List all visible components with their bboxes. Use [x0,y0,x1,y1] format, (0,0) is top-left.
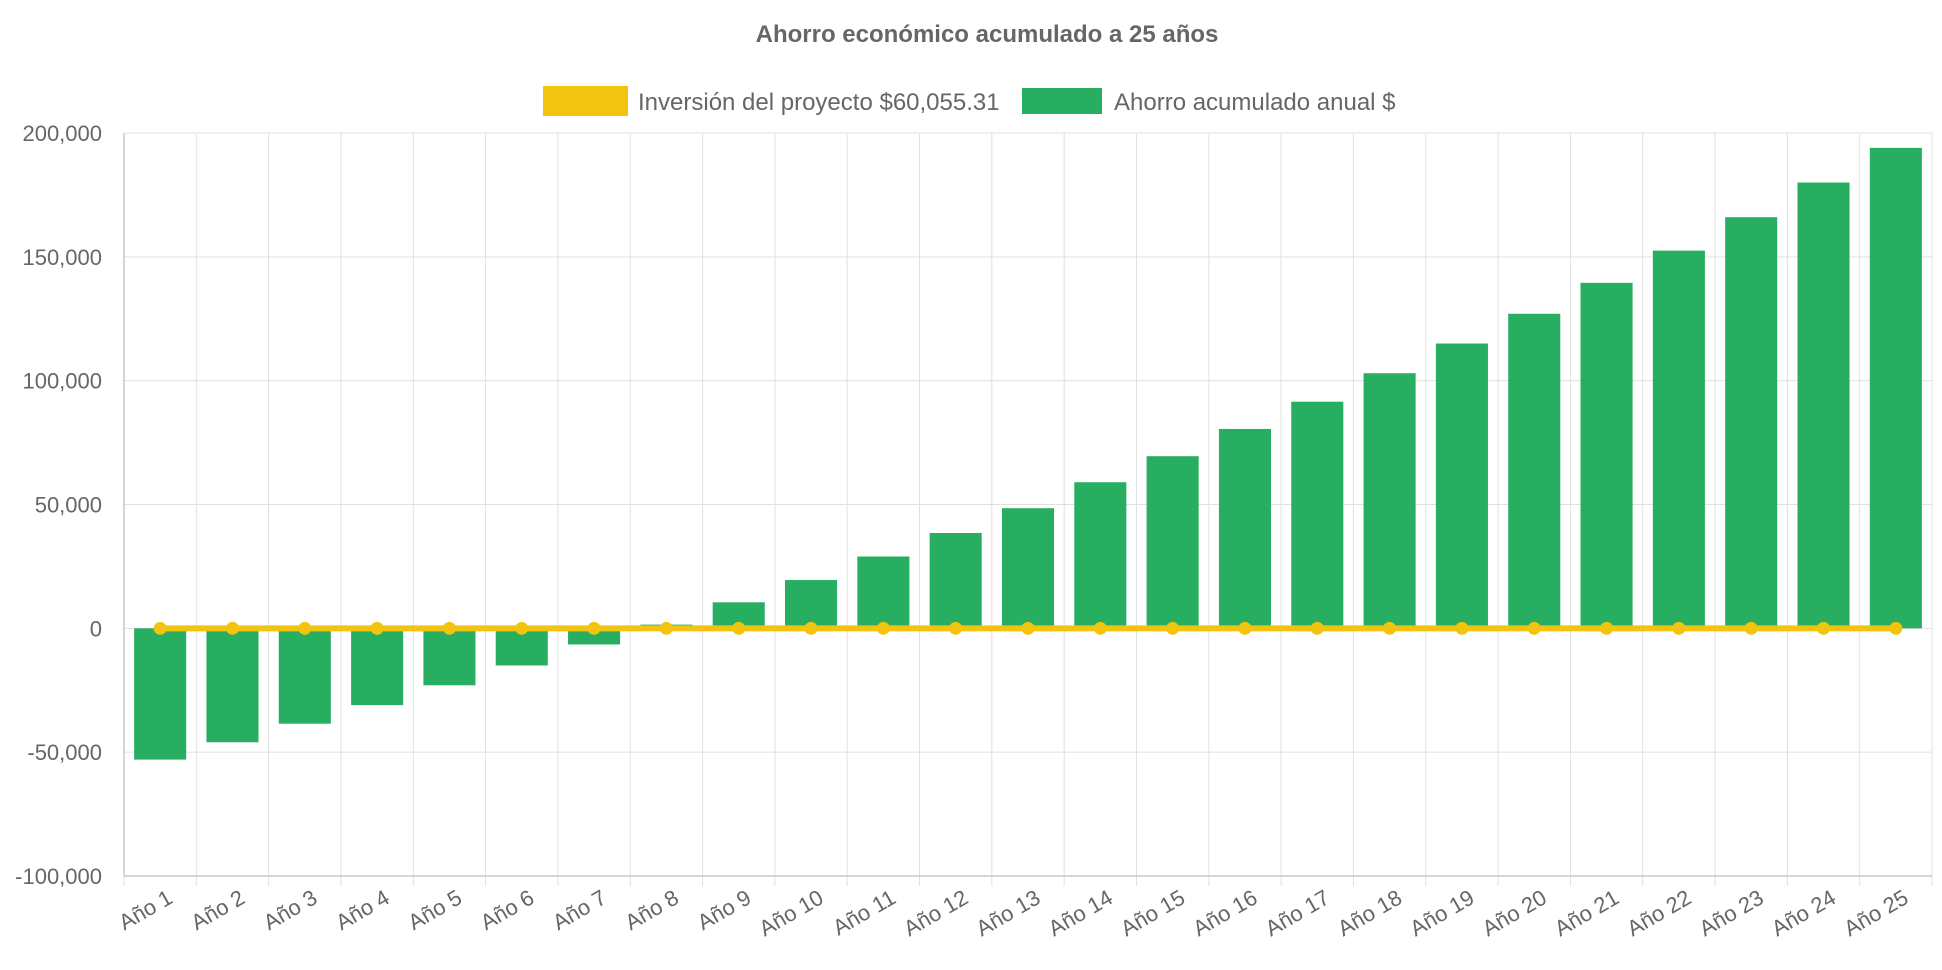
x-tick-label: Año 4 [331,885,393,935]
x-tick-label: Año 3 [259,885,321,935]
bar-25[interactable] [1869,147,1922,629]
bar-23[interactable] [1725,217,1778,629]
legend[interactable]: Inversión del proyecto $60,055.31 Ahorro… [543,86,1396,116]
y-tick-label: 100,000 [22,369,102,394]
investment-point-25[interactable] [1889,621,1903,635]
bar-12[interactable] [929,532,982,629]
bar-14[interactable] [1074,482,1127,629]
y-tick-label: 200,000 [22,121,102,146]
bar-1[interactable] [134,628,187,760]
bar-7[interactable] [568,628,621,645]
bar-10[interactable] [785,580,838,629]
y-tick-label: 50,000 [35,493,102,518]
x-tick-label: Año 20 [1478,885,1551,942]
investment-point-9[interactable] [732,621,746,635]
investment-point-15[interactable] [1166,621,1180,635]
x-tick-label: Año 19 [1406,885,1479,942]
investment-point-14[interactable] [1093,621,1107,635]
investment-point-2[interactable] [225,621,239,635]
bar-17[interactable] [1291,401,1344,629]
bar-3[interactable] [278,628,331,724]
bar-2[interactable] [206,628,259,743]
investment-point-12[interactable] [949,621,963,635]
x-tick-label: Año 17 [1261,885,1334,942]
x-tick-label: Año 22 [1622,885,1695,942]
investment-point-4[interactable] [370,621,384,635]
investment-point-24[interactable] [1817,621,1831,635]
investment-point-18[interactable] [1383,621,1397,635]
bar-5[interactable] [423,628,476,686]
x-tick-label: Año 18 [1333,885,1406,942]
grid [123,132,1933,886]
x-tick-label: Año 7 [548,885,610,935]
investment-point-23[interactable] [1744,621,1758,635]
line-series-group [153,621,1903,635]
bar-4[interactable] [351,628,404,706]
y-tick-label: 150,000 [22,245,102,270]
x-tick-label: Año 12 [899,885,972,942]
bar-22[interactable] [1652,250,1705,629]
bar-18[interactable] [1363,373,1416,629]
x-axis-ticks: Año 1 Año 2 Año 3 Año 4 Año 5 Año 6 Año 7 Año 8… [114,885,1912,942]
bar-15[interactable] [1146,456,1199,629]
x-tick-label: Año 9 [693,885,755,935]
bar-13[interactable] [1001,508,1055,629]
investment-point-6[interactable] [515,621,529,635]
y-tick-label: -50,000 [27,740,102,765]
x-tick-label: Año 2 [187,885,249,935]
x-tick-label: Año 5 [404,885,466,935]
x-tick-label: Año 14 [1044,885,1117,942]
x-tick-label: Año 15 [1116,885,1189,942]
investment-point-19[interactable] [1455,621,1469,635]
x-tick-label: Año 8 [621,885,683,935]
bar-20[interactable] [1508,313,1561,629]
investment-point-22[interactable] [1672,621,1686,635]
investment-point-10[interactable] [804,621,818,635]
investment-point-20[interactable] [1527,621,1541,635]
y-tick-label: 0 [90,616,102,641]
x-tick-label: Año 16 [1189,885,1262,942]
investment-point-17[interactable] [1310,621,1324,635]
y-tick-label: -100,000 [15,864,102,889]
chart-title: Ahorro económico acumulado a 25 años [756,21,1219,48]
x-tick-label: Año 10 [755,885,828,942]
bar-11[interactable] [857,556,910,629]
investment-point-5[interactable] [442,621,456,635]
legend-label-savings[interactable]: Ahorro acumulado anual $ [1114,89,1396,116]
x-tick-label: Año 25 [1839,885,1912,942]
legend-swatch-savings[interactable] [1022,88,1102,114]
investment-point-13[interactable] [1021,621,1035,635]
x-tick-label: Año 1 [114,885,176,935]
bar-16[interactable] [1218,428,1271,629]
legend-swatch-investment[interactable] [543,86,628,116]
investment-point-11[interactable] [876,621,890,635]
investment-point-3[interactable] [298,621,312,635]
x-tick-label: Año 13 [972,885,1045,942]
bar-24[interactable] [1797,182,1850,629]
x-tick-label: Año 21 [1550,885,1623,942]
investment-point-21[interactable] [1600,621,1614,635]
investment-point-8[interactable] [659,621,673,635]
x-tick-label: Año 23 [1695,885,1768,942]
investment-point-16[interactable] [1238,621,1252,635]
x-tick-label: Año 11 [828,885,899,941]
x-tick-label: Año 6 [476,885,538,935]
bar-21[interactable] [1580,282,1633,629]
investment-point-7[interactable] [587,621,601,635]
legend-label-investment[interactable]: Inversión del proyecto $60,055.31 [638,89,1000,116]
investment-point-1[interactable] [153,621,167,635]
bars-group [134,147,1922,760]
x-tick-label: Año 24 [1767,885,1840,942]
bar-19[interactable] [1435,343,1488,629]
y-axis-ticks: -100,000 -50,000 0 50,000 100,000 150,000 200,… [15,121,102,889]
